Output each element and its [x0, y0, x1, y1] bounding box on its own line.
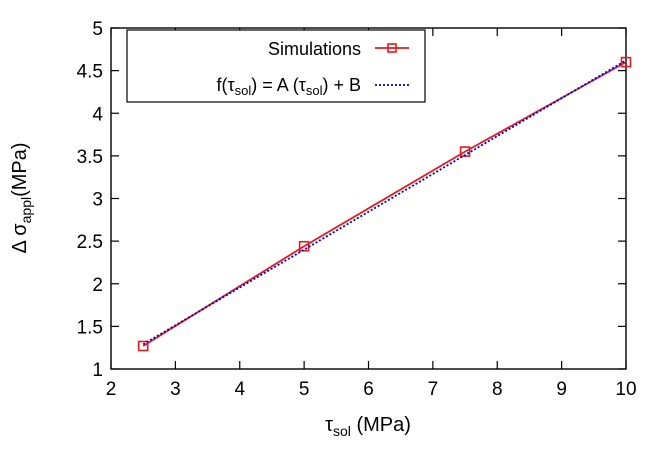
series-point	[459, 146, 471, 157]
y-tick-label: 3.5	[77, 147, 103, 168]
legend-entry-fit: f(τsol) = A (τsol) + B	[216, 75, 361, 98]
series-line-0	[142, 61, 627, 347]
y-tick-label: 5	[92, 19, 103, 40]
series-layer	[137, 56, 632, 352]
x-tick-label: 6	[363, 379, 374, 400]
x-axis-label: τsol (MPa)	[325, 414, 411, 439]
legend-box	[126, 29, 426, 103]
y-tick-label: 4.5	[77, 62, 103, 83]
series-point	[620, 56, 632, 68]
y-axis-label: Δ σappl(MPa)	[9, 142, 34, 253]
x-tick-label: 9	[556, 379, 567, 400]
tick-labels: 2 3 4 5 6 7 8 9 10 1 1.5 2 2.5 3 3.5 4 4.5 5	[77, 19, 637, 400]
y-tick-label: 1	[92, 360, 103, 381]
x-tick-label: 7	[428, 379, 439, 400]
x-tick-label: 2	[106, 379, 117, 400]
y-tick-label: 4	[92, 104, 103, 125]
y-tick-label: 2	[92, 275, 103, 296]
x-tick-label: 8	[492, 379, 503, 400]
x-tick-label: 10	[615, 379, 636, 400]
x-tick-label: 4	[234, 379, 245, 400]
x-tick-label: 3	[170, 379, 181, 400]
y-tick-label: 1.5	[77, 317, 103, 338]
legend-simulations-marker	[387, 43, 397, 53]
legend: Simulations f(τsol) = A (τsol) + B	[126, 29, 426, 103]
series-line-1	[142, 59, 627, 346]
series-point	[137, 340, 149, 352]
y-tick-label: 2.5	[77, 232, 103, 253]
legend-entry-simulations: Simulations	[268, 39, 361, 59]
x-tick-label: 5	[299, 379, 310, 400]
y-tick-label: 3	[92, 190, 103, 211]
